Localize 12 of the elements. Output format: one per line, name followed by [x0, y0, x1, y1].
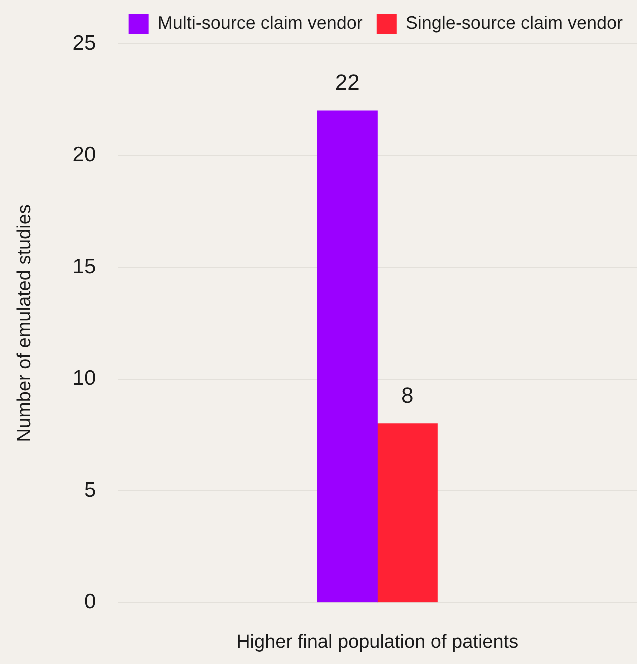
data-label: 8: [401, 383, 414, 408]
y-tick-label: 5: [84, 478, 96, 502]
y-tick-label: 15: [72, 255, 96, 278]
y-tick-label: 10: [72, 367, 96, 390]
y-tick-label: 0: [84, 590, 96, 614]
legend-label: Multi-source claim vendor: [158, 12, 363, 33]
y-axis-title: Number of emulated studies: [14, 204, 36, 442]
legend-label: Single-source claim vendor: [406, 12, 624, 33]
y-tick-label: 20: [72, 144, 96, 167]
data-label: 22: [335, 70, 360, 96]
x-axis-title: Higher final population of patients: [236, 632, 519, 653]
y-tick-label: 25: [72, 32, 96, 55]
